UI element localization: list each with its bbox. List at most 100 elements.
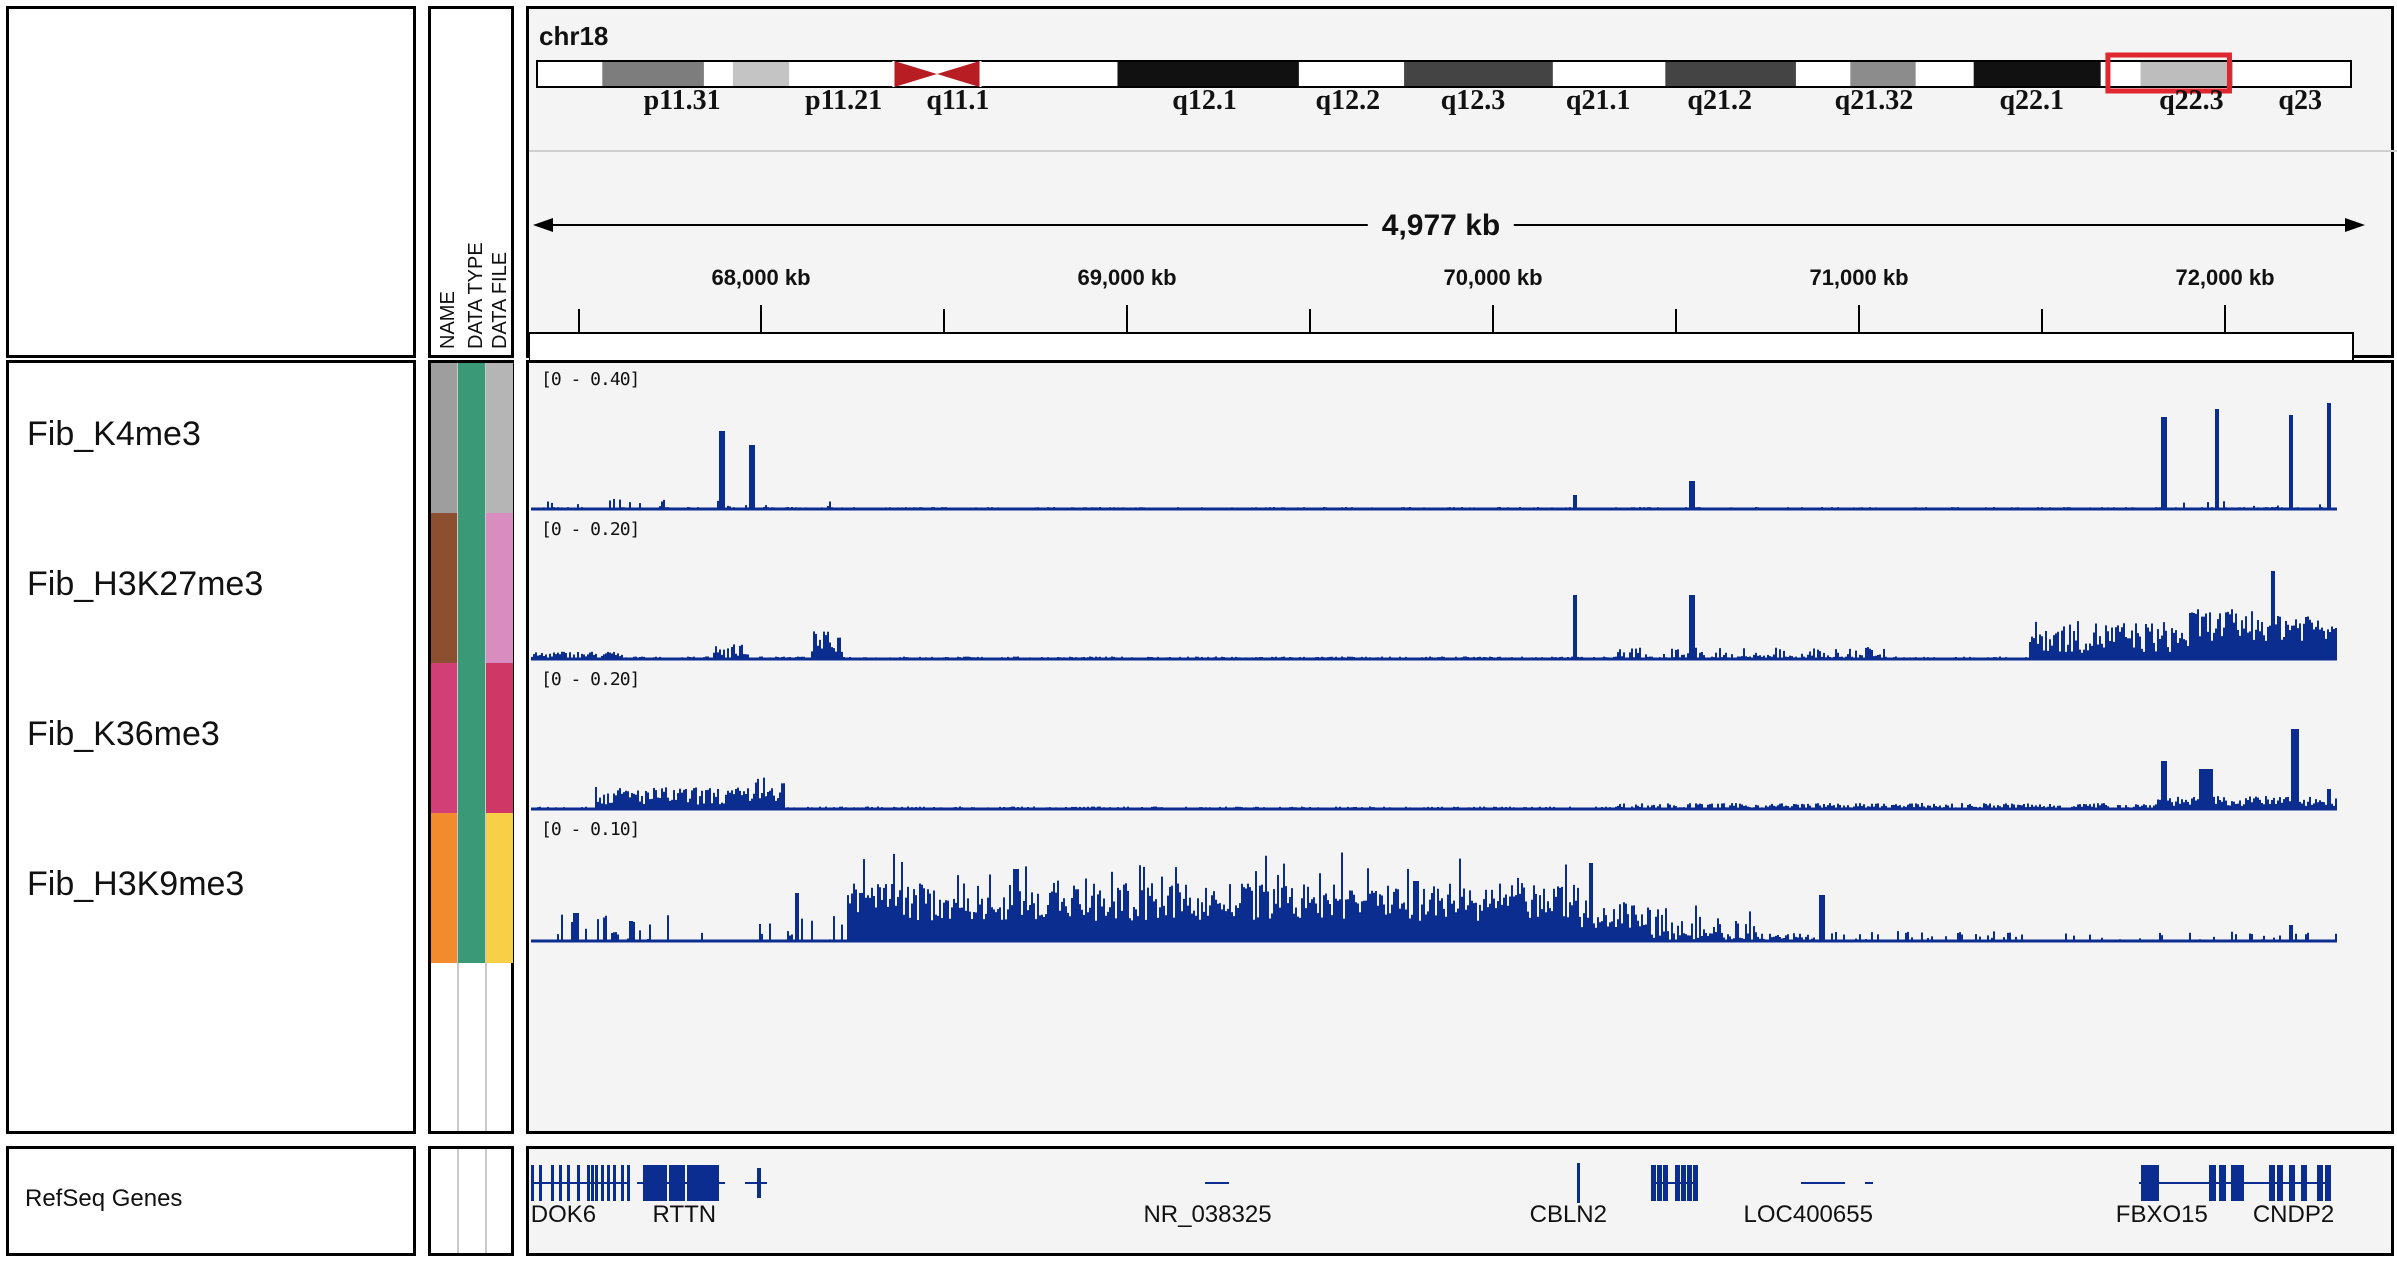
ruler-tick-label: 70,000 kb xyxy=(1443,265,1543,290)
gene-exon[interactable] xyxy=(1687,1165,1692,1201)
refseq-genes-panel[interactable]: DOK6 RTTN NR_038325 CBLN2 LOC400655 FBXO15 CND… xyxy=(526,1146,2394,1256)
signal-tracks[interactable] xyxy=(529,363,2391,1131)
span-label: 4,977 kb xyxy=(1367,209,1515,243)
attr-name-cell[interactable] xyxy=(431,663,457,813)
gene-exon[interactable] xyxy=(567,1165,570,1201)
feature-names-panel: RefSeq Genes xyxy=(6,1146,416,1256)
gene-exon[interactable] xyxy=(669,1165,685,1201)
gene-exon[interactable] xyxy=(2153,1165,2159,1201)
attr-data-file-cell[interactable] xyxy=(486,663,513,813)
ruler-axis xyxy=(529,332,2354,362)
cytoband xyxy=(1973,62,2101,86)
attribute-header-panel[interactable]: NAME DATA TYPE DATA FILE xyxy=(428,6,514,358)
signal-bars xyxy=(531,852,2337,941)
attr-name-cell[interactable] xyxy=(431,513,457,663)
cytoband xyxy=(2140,62,2234,86)
gene-exon[interactable] xyxy=(2301,1165,2307,1201)
gene-label[interactable]: RTTN xyxy=(652,1201,717,1228)
gene-exon[interactable] xyxy=(2317,1165,2323,1201)
cytoband-label: q22.1 xyxy=(1999,85,2065,116)
gene-exon[interactable] xyxy=(1657,1165,1662,1201)
track-name[interactable]: Fib_K4me3 xyxy=(27,415,201,453)
cytoband-label: q12.2 xyxy=(1315,85,1381,116)
gene-exon[interactable] xyxy=(1577,1163,1580,1203)
gene-exon[interactable] xyxy=(607,1165,610,1201)
gene-exon[interactable] xyxy=(595,1165,598,1201)
track-name[interactable]: Fib_H3K9me3 xyxy=(27,865,245,903)
track-name[interactable]: Fib_K36me3 xyxy=(27,715,220,753)
gene-exon[interactable] xyxy=(1651,1165,1656,1201)
gene-exon[interactable] xyxy=(621,1165,624,1201)
attr-data-file-cell[interactable] xyxy=(486,813,513,963)
data-range-label: [0 - 0.10] xyxy=(541,819,640,840)
gene-exon[interactable] xyxy=(591,1165,594,1201)
current-region-highlight[interactable] xyxy=(2105,52,2232,94)
cytoband-label: p11.31 xyxy=(643,85,721,116)
gene-exon[interactable] xyxy=(613,1165,616,1201)
attr-data-type-cell[interactable] xyxy=(458,663,485,813)
signal-bars xyxy=(531,403,2337,509)
gene-exon[interactable] xyxy=(2277,1165,2283,1201)
signal-bars xyxy=(531,729,2337,809)
gene-label[interactable]: NR_038325 xyxy=(1143,1201,1272,1228)
gene-exon[interactable] xyxy=(601,1165,604,1201)
gene-exon[interactable] xyxy=(1693,1165,1698,1201)
gene-label[interactable]: FBXO15 xyxy=(2115,1201,2208,1228)
gene-exon[interactable] xyxy=(1663,1165,1668,1201)
gene-label[interactable]: CNDP2 xyxy=(2252,1201,2335,1228)
attr-header-name[interactable]: NAME xyxy=(437,291,459,349)
cytoband xyxy=(1117,62,1299,86)
cytoband-label: q11.1 xyxy=(926,85,990,116)
cytoband-label: q22.3 xyxy=(2159,85,2224,116)
chromosome-label[interactable]: chr18 xyxy=(539,21,609,51)
gene-label[interactable]: LOC400655 xyxy=(1743,1201,1873,1228)
data-range-label: [0 - 0.20] xyxy=(541,669,640,690)
gene-exon[interactable] xyxy=(2237,1165,2244,1201)
gene-exon[interactable] xyxy=(2269,1165,2275,1201)
gene-exon[interactable] xyxy=(715,1165,719,1201)
gene-exon[interactable] xyxy=(587,1165,590,1201)
attr-data-file-cell[interactable] xyxy=(486,513,513,663)
attr-data-type-cell[interactable] xyxy=(458,813,485,963)
gene-exon[interactable] xyxy=(687,1165,715,1201)
gene-exon[interactable] xyxy=(2289,1165,2295,1201)
gene-exon[interactable] xyxy=(2141,1165,2147,1201)
attr-data-type-cell[interactable] xyxy=(458,363,485,513)
attr-header-data-type[interactable]: DATA TYPE xyxy=(465,242,487,349)
chromosome-ideogram[interactable] xyxy=(529,51,2397,101)
cytoband-label: q21.1 xyxy=(1565,85,1631,116)
gene-exon[interactable] xyxy=(1681,1165,1686,1201)
gene-exon[interactable] xyxy=(2325,1165,2331,1201)
gene-exon[interactable] xyxy=(643,1165,667,1201)
gene-exon[interactable] xyxy=(539,1165,542,1201)
cytoband xyxy=(602,62,704,86)
gene-exon[interactable] xyxy=(2209,1165,2216,1201)
attr-data-type-cell[interactable] xyxy=(458,513,485,663)
span-arrow-left xyxy=(533,218,553,232)
refseq-track-name[interactable]: RefSeq Genes xyxy=(25,1185,183,1212)
signal-track-0[interactable] xyxy=(531,403,2337,511)
track-name[interactable]: Fib_H3K27me3 xyxy=(27,565,264,603)
gene-label[interactable]: DOK6 xyxy=(530,1201,597,1228)
signal-track-3[interactable] xyxy=(531,852,2337,943)
attr-name-cell[interactable] xyxy=(431,813,457,963)
gene-exon[interactable] xyxy=(1675,1165,1680,1201)
gene-exon[interactable] xyxy=(577,1165,580,1201)
ruler-tick-label: 71,000 kb xyxy=(1809,265,1909,290)
attr-name-cell[interactable] xyxy=(431,363,457,513)
gene-exon[interactable] xyxy=(2219,1165,2226,1201)
gene-exon[interactable] xyxy=(551,1165,554,1201)
feature-attributes-panel xyxy=(428,1146,514,1256)
attr-data-file-cell[interactable] xyxy=(486,363,513,513)
data-tracks-panel[interactable]: [0 - 0.40] [0 - 0.20] [0 - 0.20] [0 - 0.10] xyxy=(526,360,2394,1134)
gene-label[interactable]: CBLN2 xyxy=(1529,1201,1607,1228)
gene-exon[interactable] xyxy=(2231,1165,2238,1201)
gene-exon[interactable] xyxy=(627,1165,630,1201)
signal-track-1[interactable] xyxy=(531,571,2337,661)
signal-track-2[interactable] xyxy=(531,729,2337,811)
gene-exon[interactable] xyxy=(559,1165,562,1201)
attr-header-data-file[interactable]: DATA FILE xyxy=(489,251,511,349)
gene-exon[interactable] xyxy=(531,1165,534,1201)
refseq-gene-features[interactable] xyxy=(529,1149,2391,1253)
gene-exon[interactable] xyxy=(2147,1165,2153,1201)
